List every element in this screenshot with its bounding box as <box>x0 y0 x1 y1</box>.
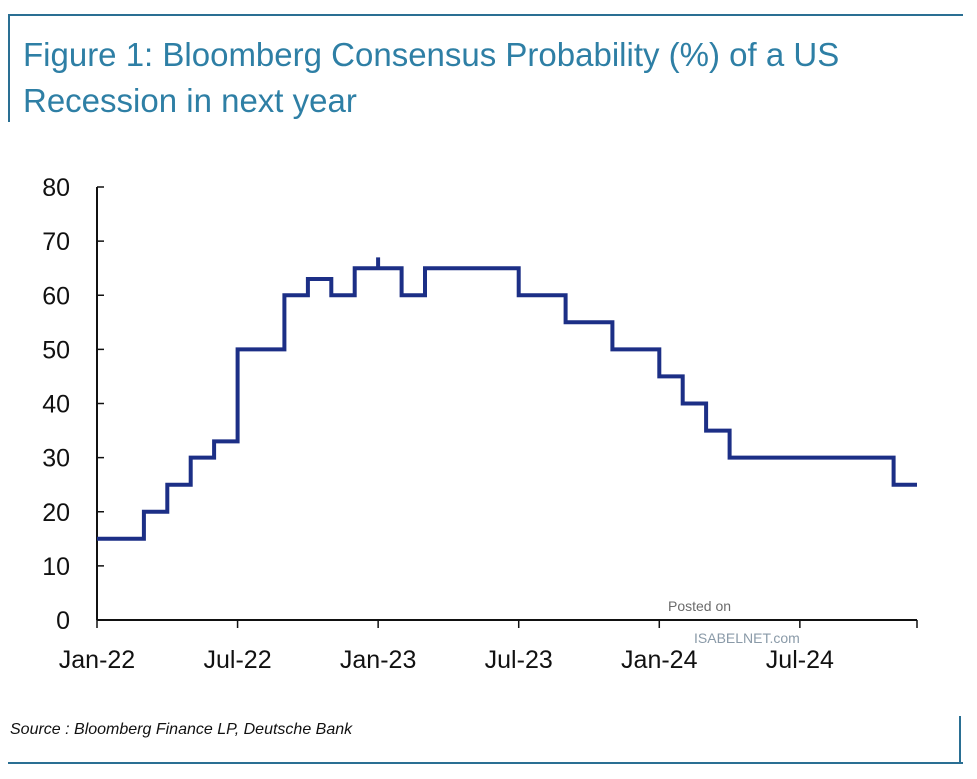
y-tick-label: 60 <box>42 282 70 310</box>
y-tick-label: 20 <box>42 499 70 527</box>
series-group <box>97 257 917 541</box>
left-accent-rule <box>8 14 10 122</box>
x-tick-label: Jul-23 <box>485 646 553 674</box>
watermark: Posted on ISABELNET.com <box>668 598 800 646</box>
x-tick-label: Jan-23 <box>340 646 416 674</box>
chart-title: Figure 1: Bloomberg Consensus Probabilit… <box>23 36 840 119</box>
y-tick-label: 0 <box>56 607 70 635</box>
x-axis-ticks: Jan-22 Jul-22 Jan-23 Jul-23 Jan-24 Jul-24 <box>59 620 918 674</box>
watermark-line-1: Posted on <box>668 598 731 614</box>
y-tick-label: 50 <box>42 336 70 364</box>
y-tick-label: 30 <box>42 445 70 473</box>
y-tick-label: 40 <box>42 391 70 419</box>
watermark-line-2: ISABELNET.com <box>694 630 800 646</box>
bottom-rule <box>8 762 963 764</box>
source-note: Source : Bloomberg Finance LP, Deutsche … <box>10 721 353 738</box>
y-tick-label: 70 <box>42 228 70 256</box>
y-tick-label: 80 <box>42 174 70 202</box>
series-line-0 <box>97 257 917 541</box>
x-tick-label: Jul-22 <box>204 646 272 674</box>
top-rule <box>8 14 963 16</box>
y-axis-ticks: 0 10 20 30 40 50 60 70 80 <box>42 174 104 635</box>
chart-axes <box>96 187 917 621</box>
y-tick-label: 10 <box>42 553 70 581</box>
x-tick-label: Jan-24 <box>621 646 698 674</box>
right-accent-rule <box>959 716 961 764</box>
x-tick-label: Jul-24 <box>766 646 834 674</box>
x-tick-label: Jan-22 <box>59 646 135 674</box>
